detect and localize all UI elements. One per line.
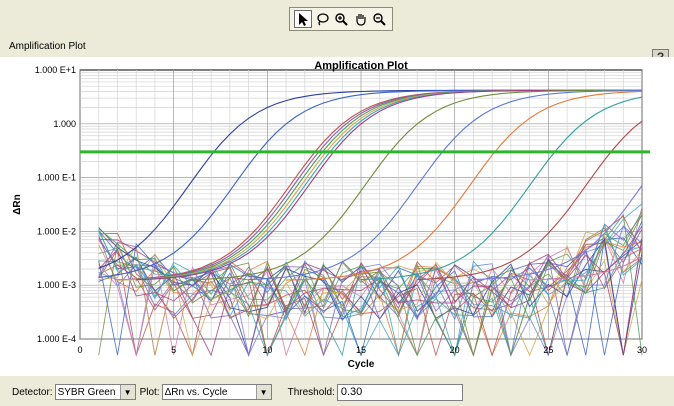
- plot-label: Plot:: [139, 386, 160, 398]
- x-tick-label: 15: [356, 345, 366, 355]
- y-tick-label: 1.000 E+1: [35, 65, 76, 75]
- amplification-curve: [529, 256, 643, 281]
- amplification-plot-panel: 1.000 E+1 1.000 1.000 E-1 1.000 E-2 1.000 E-…: [0, 57, 674, 376]
- y-tick-label: 1.000 E-2: [37, 226, 76, 236]
- zoom-in-icon: [335, 13, 348, 26]
- lasso-tool-button[interactable]: [313, 10, 331, 28]
- noise-trace-line: [98, 214, 643, 357]
- chevron-down-icon[interactable]: ▼: [119, 385, 135, 399]
- y-tick-label: 1.000 E-4: [37, 334, 76, 344]
- amplification-curve: [248, 89, 643, 281]
- y-tick-label: 1.000 E-3: [37, 280, 76, 290]
- arrow-pointer-icon: [298, 13, 308, 26]
- x-tick-label: 25: [543, 345, 553, 355]
- x-tick-label: 5: [171, 345, 176, 355]
- plot-type-select[interactable]: ΔRn vs. Cycle ▼: [161, 384, 272, 400]
- zoom-in-tool-button[interactable]: [332, 10, 350, 28]
- detector-value: SYBR Green: [57, 386, 116, 398]
- bottom-controls: Detector: SYBR Green ▼ Plot: ΔRn vs. Cyc…: [0, 378, 674, 406]
- x-tick-label: 0: [77, 345, 82, 355]
- amplification-curves: [98, 89, 643, 281]
- noise-trace-line: [98, 203, 643, 357]
- y-tick-label: 1.000: [53, 119, 76, 129]
- noise-trace-line: [98, 211, 643, 357]
- hand-pan-tool-button[interactable]: [351, 10, 369, 28]
- plot-toolbar: [289, 7, 393, 31]
- amplification-curve: [286, 90, 643, 281]
- noise-trace-line: [98, 237, 643, 357]
- noise-trace-line: [98, 227, 643, 356]
- chart-title: Amplification Plot: [314, 60, 408, 72]
- amplification-curve: [417, 120, 643, 281]
- threshold-label: Threshold:: [287, 386, 335, 398]
- hand-pan-icon: [356, 14, 366, 26]
- x-axis-label: Cycle: [348, 359, 375, 370]
- lasso-icon: [317, 13, 329, 26]
- y-axis-label: ΔRn: [12, 194, 23, 215]
- detector-label: Detector:: [12, 386, 53, 398]
- x-tick-label: 20: [450, 345, 460, 355]
- noise-trace-line: [98, 226, 643, 357]
- noise-trace-line: [98, 206, 643, 357]
- amplification-chart[interactable]: 1.000 E+1 1.000 1.000 E-1 1.000 E-2 1.000 E-…: [0, 57, 674, 376]
- arrow-pointer-tool-button[interactable]: [293, 10, 312, 28]
- zoom-out-tool-button[interactable]: [370, 10, 388, 28]
- noise-trace-line: [98, 214, 643, 357]
- x-tick-label: 10: [262, 345, 272, 355]
- noise-trace-line: [98, 225, 643, 357]
- section-title: Amplification Plot: [9, 41, 86, 52]
- detector-select[interactable]: SYBR Green ▼: [54, 384, 136, 400]
- x-tick-label: 30: [637, 345, 647, 355]
- amplification-curve: [473, 185, 643, 281]
- amplification-curve: [360, 96, 643, 281]
- noise-trace-line: [98, 215, 643, 357]
- chevron-down-icon[interactable]: ▼: [255, 385, 271, 399]
- noise-trace-line: [98, 231, 643, 357]
- zoom-out-icon: [373, 13, 387, 26]
- y-tick-label: 1.000 E-1: [37, 173, 76, 183]
- amplification-curve: [192, 89, 642, 281]
- plot-type-value: ΔRn vs. Cycle: [164, 386, 228, 398]
- noise-trace-line: [98, 237, 643, 356]
- threshold-input[interactable]: 0.30: [336, 383, 463, 401]
